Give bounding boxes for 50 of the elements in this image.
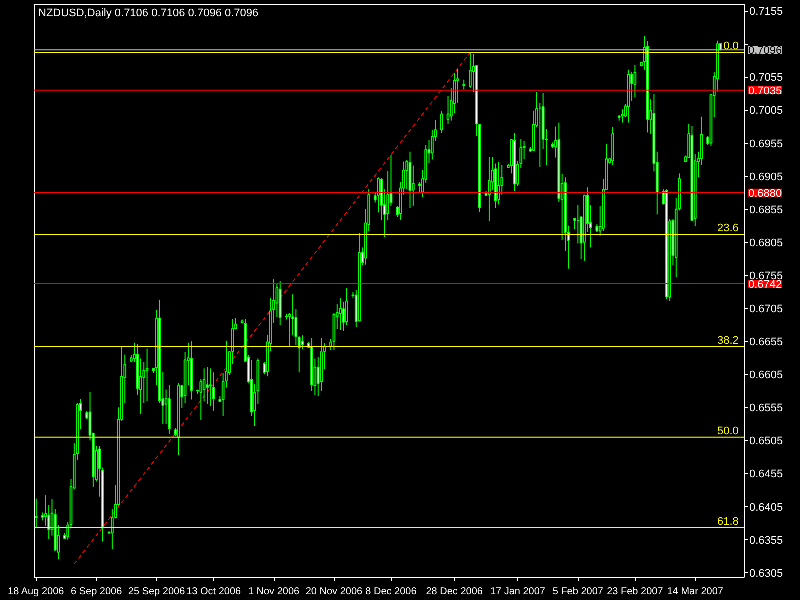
x-tick-label: 5 Feb 2007 <box>552 586 604 598</box>
x-tick-label: 18 Aug 2006 <box>8 586 65 598</box>
y-tick-label: 0.7005 <box>750 105 784 118</box>
candlestick <box>339 298 342 331</box>
x-tick-label: 23 Feb 2007 <box>607 586 664 598</box>
candlestick <box>488 156 491 222</box>
chart-title: NZDUSD,Daily 0.7106 0.7106 0.7096 0.7096 <box>38 8 259 20</box>
y-tick-label: 0.6705 <box>750 304 784 316</box>
candlestick <box>206 366 209 405</box>
ref-line-label: 0.6880 <box>748 188 782 200</box>
y-tick-label: 0.7055 <box>750 72 784 84</box>
x-tick-label: 28 Dec 2006 <box>426 586 484 598</box>
y-tick-label: 0.6305 <box>750 568 784 580</box>
x-tick-label: 6 Sep 2006 <box>71 586 123 598</box>
candlestick <box>301 335 304 350</box>
candlestick <box>498 162 500 206</box>
candlestick <box>469 52 472 89</box>
candlestick <box>212 372 216 412</box>
y-tick-label: 0.6905 <box>750 171 784 184</box>
y-tick-label: 0.6855 <box>750 204 784 216</box>
x-tick-label: 13 Oct 2006 <box>186 586 242 598</box>
annotation: 38.2 <box>718 334 739 347</box>
annotation: 50.0 <box>718 425 739 438</box>
y-tick-label: 0.6405 <box>750 502 784 514</box>
x-tick-label: 25 Sep 2006 <box>128 586 186 598</box>
candlestick <box>462 79 466 90</box>
y-tick-label: 0.6455 <box>750 468 784 481</box>
y-tick-label: 0.6605 <box>750 370 784 382</box>
x-tick-label: 20 Nov 2006 <box>306 586 364 598</box>
y-tick-label: 0.6555 <box>750 402 784 415</box>
y-tick-label: 0.6955 <box>750 138 784 150</box>
x-tick-label: 17 Jan 2007 <box>490 586 546 598</box>
ref-line-label: 0.7035 <box>748 85 782 98</box>
x-tick-label: 1 Nov 2006 <box>248 586 300 598</box>
candlestick <box>146 348 149 402</box>
y-tick-label: 0.7155 <box>750 6 784 18</box>
x-tick-label: 8 Dec 2006 <box>366 586 418 598</box>
annotation: 23.6 <box>718 222 739 234</box>
candlestick <box>412 165 415 207</box>
candlestick <box>110 508 114 550</box>
y-tick-label: 0.6655 <box>750 336 784 349</box>
y-tick-label: 0.6805 <box>750 237 784 250</box>
candlestick <box>209 368 212 407</box>
y-tick-label: 0.6355 <box>750 534 784 547</box>
annotation: 61.8 <box>718 516 739 528</box>
candlestick <box>621 109 624 124</box>
y-tick-label: 0.6505 <box>750 436 784 448</box>
candlestick <box>440 111 444 134</box>
x-tick-label: 14 Mar 2007 <box>667 586 724 598</box>
candlestick <box>634 64 637 98</box>
